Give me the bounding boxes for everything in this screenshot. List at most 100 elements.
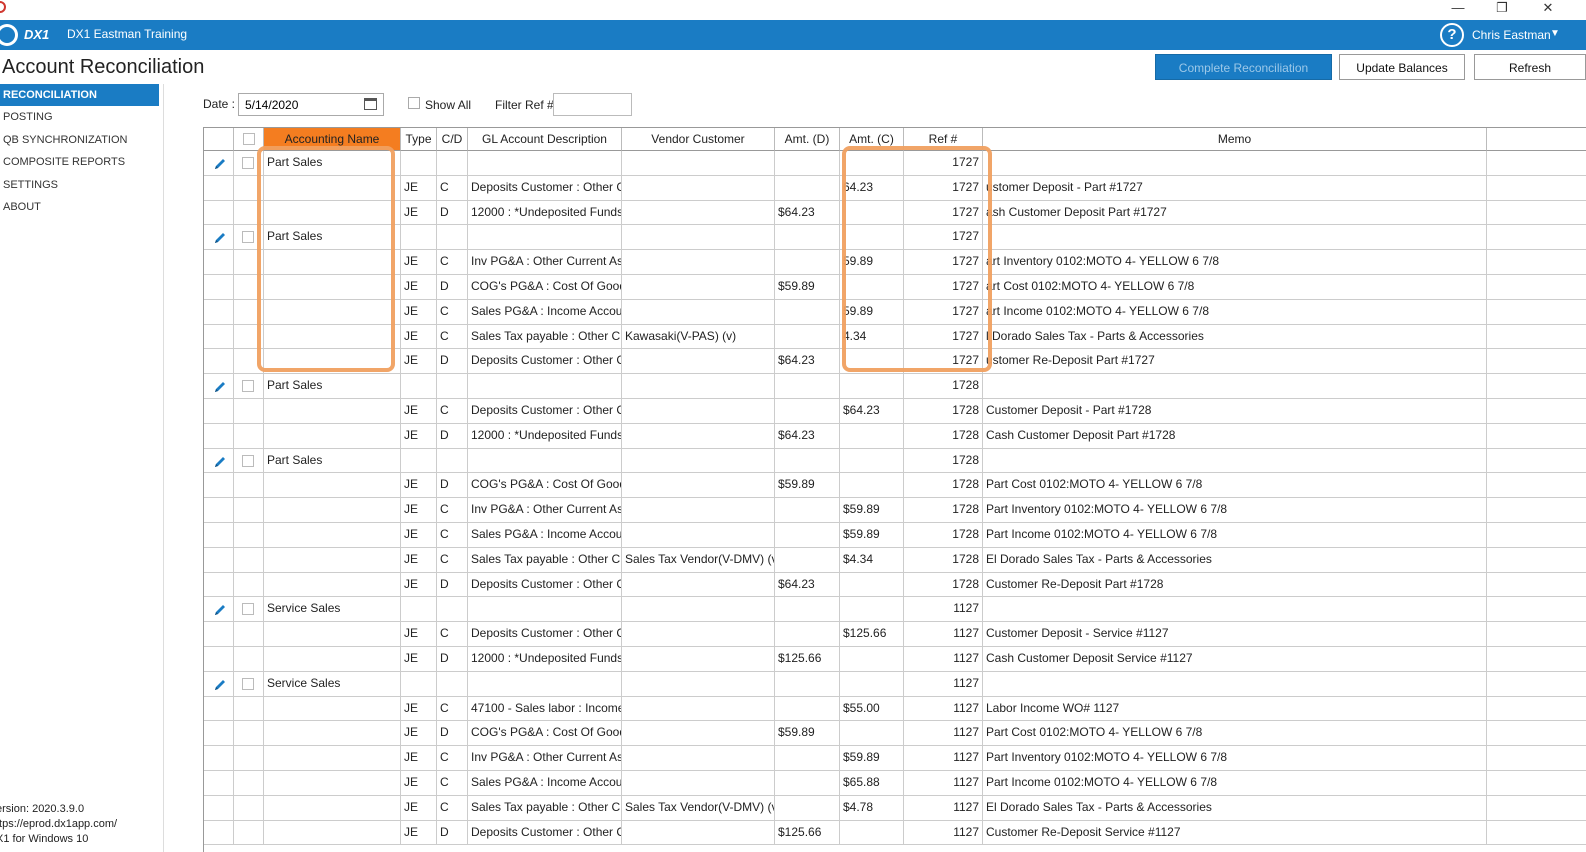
table-row[interactable]: JE C Sales PG&A : Income Accou 59.89 1727 art… [204, 299, 1586, 325]
table-row[interactable]: JE D 12000 : *Undeposited Funds $64.23 1727 a… [204, 200, 1586, 226]
select-all-header[interactable] [234, 128, 264, 151]
pencil-icon[interactable] [213, 156, 227, 170]
sidebar-item-qb-synchronization[interactable]: QB SYNCHRONIZATION [3, 134, 128, 146]
cd-header[interactable]: C/D [437, 128, 468, 151]
row-checkbox[interactable] [242, 677, 254, 690]
vendor-customer-cell [622, 721, 775, 746]
table-row[interactable]: JE D Deposits Customer : Other C $64.23 1728… [204, 572, 1586, 598]
minimize-button[interactable]: — [1451, 0, 1465, 15]
table-row[interactable]: Part Sales 1728 [204, 448, 1586, 474]
table-row[interactable]: JE D Deposits Customer : Other C $125.66 112… [204, 820, 1586, 846]
amt-credit-header[interactable]: Amt. (C) [840, 128, 904, 151]
type-header[interactable]: Type [401, 128, 437, 151]
table-row[interactable]: JE D COG's PG&A : Cost Of Good $59.89 1127 Pa… [204, 721, 1586, 747]
accounting-name-cell [264, 423, 401, 448]
date-input[interactable] [238, 93, 384, 116]
page-title: Account Reconciliation [2, 56, 205, 78]
maximize-button[interactable]: ❐ [1496, 0, 1508, 15]
row-checkbox[interactable] [242, 157, 254, 169]
select-cell [234, 151, 264, 175]
ref-cell: 1728 [904, 547, 983, 572]
table-row[interactable]: JE C Inv PG&A : Other Current As $59.89 1728… [204, 498, 1586, 523]
row-checkbox[interactable] [242, 380, 254, 393]
update-balances-button[interactable]: Update Balances [1339, 54, 1465, 80]
table-row[interactable]: Part Sales 1727 [204, 151, 1586, 176]
filter-ref-input[interactable] [553, 93, 632, 116]
date-label: Date : [203, 97, 236, 111]
select-cell [234, 795, 264, 820]
accounting-name-cell [264, 200, 401, 225]
calendar-icon[interactable] [364, 98, 377, 110]
memo-header[interactable]: Memo [983, 128, 1487, 151]
sidebar-item-about[interactable]: ABOUT [3, 201, 41, 213]
pencil-icon[interactable] [213, 230, 227, 244]
table-row[interactable]: JE C Deposits Customer : Other C $125.66 112… [204, 622, 1586, 647]
ref-header[interactable]: Ref # [904, 128, 983, 151]
table-row[interactable]: JE C Sales PG&A : Income Accou $59.89 1728 Pa… [204, 523, 1586, 548]
pencil-icon[interactable] [213, 379, 227, 393]
memo-cell: Cash Customer Deposit Service #1127 [983, 647, 1487, 671]
type-cell: JE [401, 696, 437, 721]
pencil-icon[interactable] [213, 677, 227, 691]
sidebar-item-composite-reports[interactable]: COMPOSITE REPORTS [3, 156, 126, 168]
table-row[interactable]: JE C 47100 - Sales labor : Income $55.00 112… [204, 696, 1586, 722]
table-row[interactable]: JE C Deposits Customer : Other C $64.23 1728… [204, 399, 1586, 424]
amt-debit-cell [775, 498, 840, 522]
table-row[interactable]: JE C Deposits Customer : Other C 64.23 1727 u… [204, 175, 1586, 201]
row-checkbox[interactable] [242, 603, 254, 616]
row-checkbox[interactable] [242, 454, 254, 467]
table-row[interactable]: JE D COG's PG&A : Cost Of Good $59.89 1727 ar… [204, 275, 1586, 300]
extra-cell [1487, 176, 1586, 200]
table-row[interactable]: JE C Sales Tax payable : Other Cu Sales Tax… [204, 547, 1586, 573]
table-row[interactable]: JE C Sales Tax payable : Other Cu Kawasaki(… [204, 324, 1586, 350]
type-cell [401, 597, 437, 622]
gl-account-cell: Sales Tax payable : Other Cu [468, 795, 622, 820]
table-row[interactable]: JE D COG's PG&A : Cost Of Good $59.89 1728 Pa… [204, 473, 1586, 499]
close-button[interactable]: ✕ [1542, 0, 1554, 15]
memo-cell [983, 225, 1487, 250]
user-menu[interactable]: Chris Eastman [1472, 28, 1551, 42]
pencil-icon[interactable] [213, 454, 227, 468]
type-cell: JE [401, 795, 437, 820]
table-row[interactable]: Service Sales 1127 [204, 671, 1586, 697]
sidebar-item-reconciliation[interactable]: RECONCILIATION [0, 84, 159, 106]
table-row[interactable]: Service Sales 1127 [204, 597, 1586, 623]
refresh-button[interactable]: Refresh [1474, 54, 1586, 80]
vendor-customer-header[interactable]: Vendor Customer [622, 128, 775, 151]
gl-account-cell: Sales Tax payable : Other Cu [468, 547, 622, 572]
row-checkbox[interactable] [242, 231, 254, 244]
amt-debit-header[interactable]: Amt. (D) [775, 128, 840, 151]
show-all-checkbox[interactable] [408, 97, 420, 109]
memo-cell: Part Income 0102:MOTO 4- YELLOW 6 7/8 [983, 523, 1487, 547]
vendor-customer-cell [622, 399, 775, 423]
table-row[interactable]: JE C Inv PG&A : Other Current As $59.89 1127… [204, 746, 1586, 771]
extra-header[interactable] [1487, 128, 1586, 151]
table-row[interactable]: Part Sales 1728 [204, 374, 1586, 399]
help-icon[interactable]: ? [1440, 23, 1464, 47]
select-cell [234, 448, 264, 473]
sidebar-item-posting[interactable]: POSTING [3, 111, 53, 123]
select-all-checkbox[interactable] [243, 133, 255, 145]
table-row[interactable]: JE D 12000 : *Undeposited Funds $64.23 1728 C… [204, 423, 1586, 449]
table-row[interactable]: JE D Deposits Customer : Other C $64.23 1727… [204, 349, 1586, 375]
gl-account-header[interactable]: GL Account Description [468, 128, 622, 151]
chevron-down-icon[interactable]: ▼ [1550, 28, 1560, 39]
amt-debit-cell: $125.66 [775, 647, 840, 671]
type-cell: JE [401, 647, 437, 671]
table-row[interactable]: JE C Inv PG&A : Other Current As 59.89 1727 a… [204, 250, 1586, 275]
type-cell: JE [401, 523, 437, 547]
cd-cell [437, 671, 468, 696]
vendor-customer-cell [622, 225, 775, 250]
edit-column-header[interactable] [204, 128, 234, 151]
table-row[interactable]: JE C Sales PG&A : Income Accou $65.88 1127 Pa… [204, 771, 1586, 796]
select-cell [234, 399, 264, 423]
type-cell: JE [401, 721, 437, 746]
pencil-icon[interactable] [213, 602, 227, 616]
table-row[interactable]: JE C Sales Tax payable : Other Cu Sales Tax… [204, 795, 1586, 821]
complete-reconciliation-button[interactable]: Complete Reconciliation [1155, 54, 1332, 80]
table-row[interactable]: Part Sales 1727 [204, 225, 1586, 251]
table-row[interactable]: JE D 12000 : *Undeposited Funds $125.66 1127… [204, 647, 1586, 672]
sidebar-item-settings[interactable]: SETTINGS [3, 179, 59, 191]
memo-cell: l Dorado Sales Tax - Parts & Accessories [983, 324, 1487, 349]
accounting-name-header[interactable]: Accounting Name [264, 128, 401, 151]
